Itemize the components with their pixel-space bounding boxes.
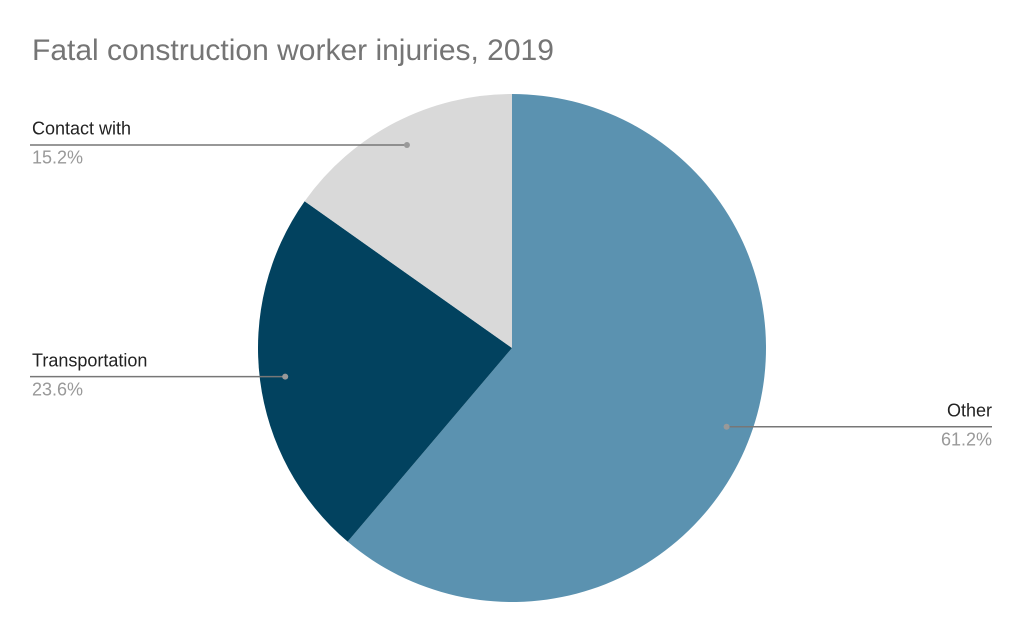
leader-dot <box>282 373 289 380</box>
slice-value-label: 15.2% <box>32 148 83 168</box>
pie-slice <box>347 94 767 602</box>
slice-label: Transportation <box>32 350 147 370</box>
leader-dot <box>723 423 730 430</box>
slice-value-label: 61.2% <box>941 430 992 450</box>
slice-label: Other <box>947 401 992 421</box>
chart-title: Fatal construction worker injuries, 2019 <box>32 34 554 67</box>
slice-value-label: 23.6% <box>32 379 83 399</box>
slice-label: Contact with <box>32 119 131 139</box>
pie-slice <box>258 201 512 542</box>
pie-slice <box>304 94 512 348</box>
leader-dot <box>403 141 410 148</box>
